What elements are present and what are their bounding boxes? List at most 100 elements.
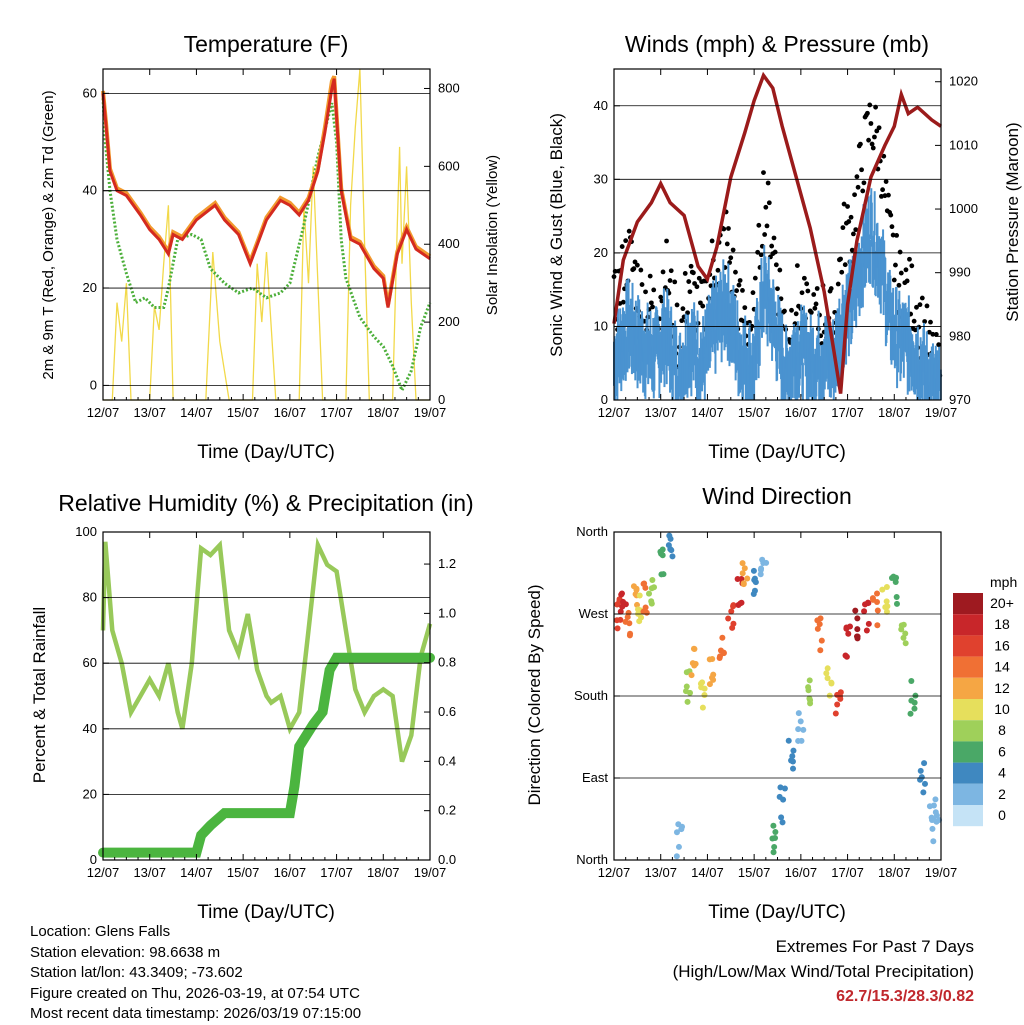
y2-tick-label: 1.2 (438, 556, 456, 571)
y2-tick-label: 400 (438, 236, 460, 251)
y-tick-label: North (576, 524, 608, 539)
direction-point (805, 684, 812, 691)
gust-point (773, 262, 779, 268)
created-text: Figure created on Thu, 2026-03-19, at 07… (30, 984, 360, 1002)
gust-point (860, 188, 866, 194)
gust-point (761, 170, 766, 175)
direction-point (911, 705, 918, 712)
direction-point (706, 681, 713, 688)
direction-point (720, 649, 727, 656)
direction-point (883, 608, 890, 615)
x-tick-label: 18/07 (367, 865, 400, 880)
x-tick-label: 14/07 (180, 865, 213, 880)
direction-point (930, 838, 937, 845)
gust-point (715, 267, 721, 273)
gust-point (694, 284, 700, 290)
direction-point (863, 627, 870, 634)
gust-point (682, 271, 688, 276)
legend-label: 2 (998, 786, 1006, 802)
y2-tick-label: 1010 (949, 137, 978, 152)
direction-point (729, 624, 736, 631)
direction-point (757, 571, 764, 578)
gust-point (619, 244, 625, 249)
direction-point (832, 710, 839, 717)
direction-point (636, 592, 643, 599)
gust-point (708, 283, 714, 289)
gust-point (730, 247, 736, 253)
winds-title: Winds (mph) & Pressure (mb) (625, 31, 929, 57)
direction-point (869, 595, 876, 602)
direction-point (759, 556, 766, 563)
direction-point (843, 653, 850, 660)
direction-point (744, 575, 751, 582)
gust-point (752, 275, 758, 281)
gust-point (886, 192, 891, 198)
legend-swatch (953, 762, 983, 784)
pressure-line (612, 71, 942, 394)
direction-point (716, 653, 723, 660)
gust-point (914, 304, 919, 310)
gust-point (870, 145, 876, 151)
plot-frame (102, 531, 431, 861)
solar-insolation-line (103, 68, 430, 401)
gust-point (721, 226, 727, 232)
plot-frame (613, 68, 942, 401)
gust-point (805, 288, 811, 294)
y2-tick-label: 1.0 (438, 605, 456, 620)
direction-point (730, 602, 737, 609)
temperature-ylabel: 2m & 9m T (Red, Orange) & 2m Td (Green) (40, 90, 57, 379)
direction-point (691, 662, 698, 669)
gust-point (854, 174, 860, 180)
gust-point (726, 226, 731, 231)
gust-point (890, 232, 896, 238)
gust-point (680, 306, 686, 312)
temperature-title: Temperature (F) (184, 31, 349, 57)
direction-point (806, 677, 813, 684)
gust-point (845, 204, 850, 209)
direction-point (751, 587, 758, 594)
gust-point (866, 137, 871, 143)
latest-timestamp-text: Most recent data timestamp: 2026/03/19 0… (30, 1005, 362, 1022)
y-tick-label: 60 (83, 655, 97, 670)
direction-point (699, 704, 706, 711)
gust-point (651, 287, 657, 293)
legend-label: 14 (994, 659, 1010, 675)
direction-point (911, 699, 918, 706)
direction-point (902, 640, 909, 647)
direction-point (781, 785, 788, 792)
gust-point (881, 153, 887, 159)
gust-point (811, 292, 817, 297)
dewpoint-line (101, 98, 432, 395)
direction-point (684, 698, 691, 705)
direction-point (817, 615, 824, 622)
gust-point (861, 180, 867, 186)
legend-label: 10 (994, 701, 1010, 717)
gust-point (911, 318, 917, 324)
legend-label: 18 (994, 616, 1010, 632)
direction-point (898, 626, 905, 633)
gust-point (872, 134, 877, 140)
solar-ylabel: Solar Insolation (Yellow) (484, 155, 501, 315)
gust-point (660, 269, 666, 275)
direction-point (620, 598, 627, 605)
direction-point (770, 849, 777, 856)
direction-point (865, 620, 872, 627)
humidity-xlabel: Time (Day/UTC) (197, 902, 335, 923)
y-tick-label: 80 (83, 590, 97, 605)
direction-point (648, 585, 655, 592)
direction-point (818, 637, 825, 644)
extremes-subtitle: (High/Low/Max Wind/Total Precipitation) (672, 962, 974, 981)
gust-point (897, 249, 903, 255)
y-tick-label: 60 (83, 85, 97, 100)
x-tick-label: 12/07 (87, 865, 120, 880)
winds-panel: Winds (mph) & Pressure (mb) Time (Day/UT… (547, 31, 1022, 463)
humidity-title: Relative Humidity (%) & Precipitation (i… (58, 490, 473, 516)
gust-point (648, 300, 654, 306)
direction-point (816, 621, 823, 628)
direction-point (617, 616, 624, 623)
direction-point (641, 580, 648, 587)
direction-point (929, 825, 936, 832)
direction-point (649, 577, 656, 584)
y-tick-label: East (582, 770, 608, 785)
